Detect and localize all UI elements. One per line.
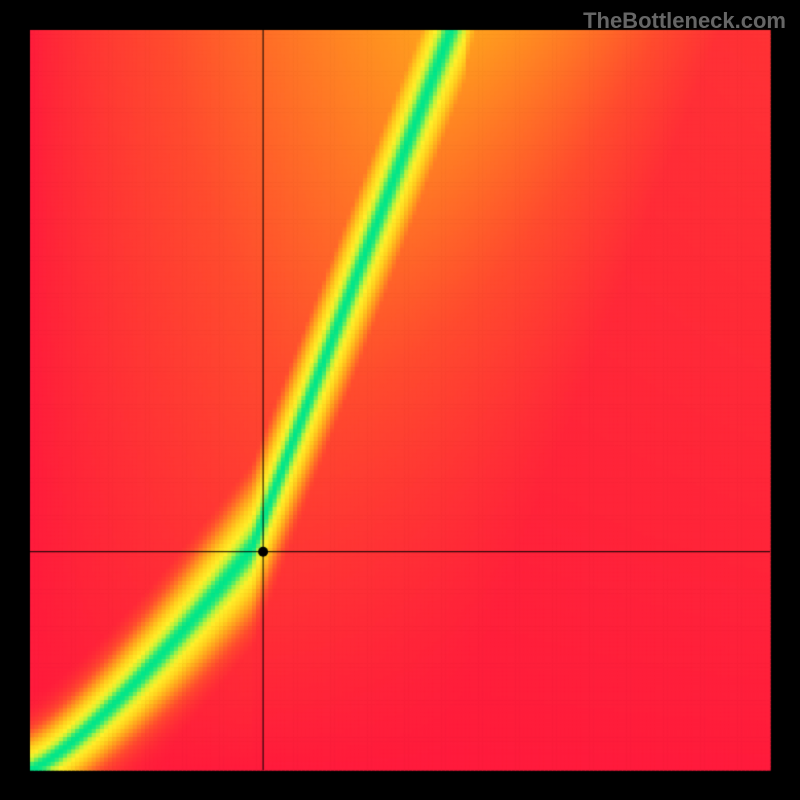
chart-container: TheBottleneck.com <box>0 0 800 800</box>
bottleneck-heatmap <box>0 0 800 800</box>
watermark-text: TheBottleneck.com <box>583 8 786 34</box>
